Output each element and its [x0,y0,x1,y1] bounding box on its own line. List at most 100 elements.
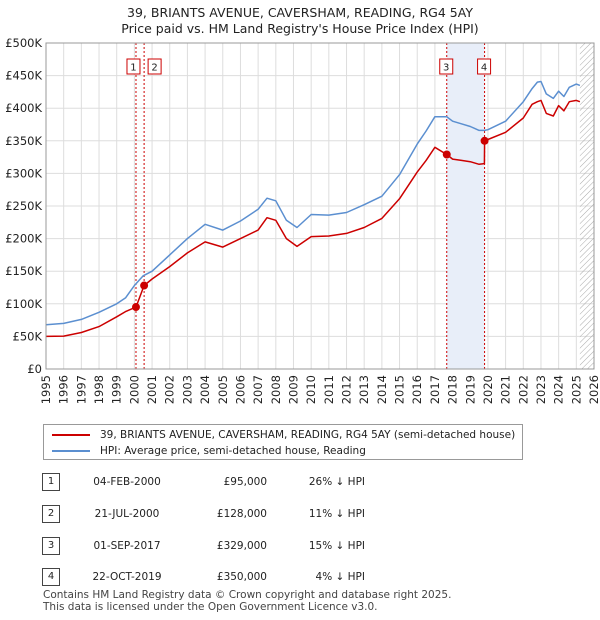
chart-title: 39, BRIANTS AVENUE, CAVERSHAM, READING, … [0,5,600,37]
x-tick-label: 2002 [163,375,177,404]
table-row: 4 22-OCT-2019 £350,000 4% ↓ HPI [42,568,442,586]
sale-number-badge: 1 [42,473,60,491]
x-tick-label: 2012 [340,375,354,404]
x-tick-label: 2004 [198,375,212,404]
sale-hpi-diff: 26% ↓ HPI [308,476,365,488]
y-tick-label: £50K [13,329,43,343]
sale-point [442,150,451,159]
legend-label-hpi: HPI: Average price, semi-detached house,… [100,445,366,457]
shaded-periods [446,43,594,369]
x-tick-label: 2024 [552,375,566,404]
y-tick-label: £350K [5,134,42,148]
x-tick-label: 2020 [481,375,495,404]
x-tick-label: 2011 [322,375,336,404]
sale-point [131,303,140,312]
sale-label-number: 3 [443,63,449,74]
sale-hpi-diff: 15% ↓ HPI [308,540,365,552]
future-hatch [579,43,594,369]
x-tick-label: 2017 [428,375,442,404]
legend-item-price-paid: 39, BRIANTS AVENUE, CAVERSHAM, READING, … [52,427,515,443]
y-tick-label: £450K [5,69,42,83]
y-tick-label: £500K [5,36,42,50]
sale-date: 22-OCT-2019 [92,571,162,583]
x-tick-label: 2009 [286,375,300,404]
chart-title-line-1: 39, BRIANTS AVENUE, CAVERSHAM, READING, … [127,5,473,20]
x-tick-label: 2018 [446,375,460,404]
x-tick-label: 2016 [410,375,424,404]
y-tick-label: £300K [5,166,42,180]
x-tick-label: 2001 [145,375,159,404]
legend-label-price-paid: 39, BRIANTS AVENUE, CAVERSHAM, READING, … [100,429,516,441]
sale-number-badge: 3 [42,537,60,555]
sale-hpi-diff: 11% ↓ HPI [308,508,365,520]
sale-label-box [126,58,141,75]
sale-price: £350,000 [216,571,267,583]
y-tick-label: £250K [5,199,42,213]
sale-date: 21-JUL-2000 [94,508,160,520]
legend: 39, BRIANTS AVENUE, CAVERSHAM, READING, … [43,424,523,460]
hpi-line [45,80,581,326]
x-tick-label: 2014 [375,375,389,404]
sale-labels: 1 2 3 4 [126,58,492,75]
sale-date: 04-FEB-2000 [93,476,161,488]
axis-tick-labels: £0 £50K £100K £150K £200K £250K £300K £350K £400… [5,36,600,404]
x-tick-label: 2025 [569,375,583,404]
sale-number-badge: 2 [42,505,60,523]
legend-item-hpi: HPI: Average price, semi-detached house,… [52,443,366,459]
sale-number-badge: 4 [42,568,60,586]
grid-lines [45,42,595,370]
x-tick-label: 2023 [534,375,548,404]
table-row: 3 01-SEP-2017 £329,000 15% ↓ HPI [42,537,442,555]
y-tick-label: £100K [5,297,42,311]
sale-hpi-diff: 4% ↓ HPI [315,571,365,583]
footer-note: Contains HM Land Registry data © Crown c… [43,589,451,613]
y-tick-label: £0 [27,362,42,376]
y-tick-label: £150K [5,264,42,278]
footer-line-1: Contains HM Land Registry data © Crown c… [43,589,452,601]
sale-label-number: 2 [151,63,157,74]
sale-label-number: 1 [130,63,136,74]
x-tick-label: 1996 [57,375,71,404]
sale-point [140,281,149,290]
sale-price: £95,000 [223,476,267,488]
sale-points [131,136,489,312]
sale-label-number: 4 [481,63,487,74]
x-tick-label: 1999 [110,375,124,404]
x-tick-label: 2021 [499,375,513,404]
sale-price: £329,000 [216,540,267,552]
x-tick-label: 2022 [516,375,530,404]
sale-label-box [147,58,162,75]
series-lines [45,80,581,338]
sale-date: 01-SEP-2017 [93,540,161,552]
x-tick-label: 2013 [357,375,371,404]
shaded-period [446,43,485,369]
x-tick-label: 1995 [39,375,53,404]
x-tick-label: 2007 [251,375,265,404]
x-tick-label: 2005 [216,375,230,404]
plot-border [45,42,595,370]
x-tick-label: 1998 [92,375,106,404]
footer-line-2: This data is licensed under the Open Gov… [43,601,378,613]
x-tick-label: 2010 [304,375,318,404]
x-tick-label: 2015 [393,375,407,404]
legend-swatch-price-paid [52,434,90,436]
sale-point [480,136,489,145]
table-row: 1 04-FEB-2000 £95,000 26% ↓ HPI [42,473,442,491]
x-tick-label: 1997 [74,375,88,404]
sale-label-box [439,58,454,75]
x-tick-label: 2000 [127,375,141,404]
x-tick-label: 2026 [587,375,600,404]
x-tick-label: 2003 [180,375,194,404]
sale-label-box [477,58,492,75]
y-tick-label: £200K [5,232,42,246]
legend-swatch-hpi [52,450,90,452]
sale-price: £128,000 [216,508,267,520]
chart-title-line-2: Price paid vs. HM Land Registry's House … [121,21,479,36]
table-row: 2 21-JUL-2000 £128,000 11% ↓ HPI [42,505,442,523]
x-tick-label: 2008 [269,375,283,404]
x-tick-label: 2019 [463,375,477,404]
price-paid-line [45,99,581,338]
price-chart: 1 2 3 4 £0 £50K £100K £150K £200K £250K £300K £350… [5,36,600,404]
x-tick-label: 2006 [233,375,247,404]
y-tick-label: £400K [5,101,42,115]
